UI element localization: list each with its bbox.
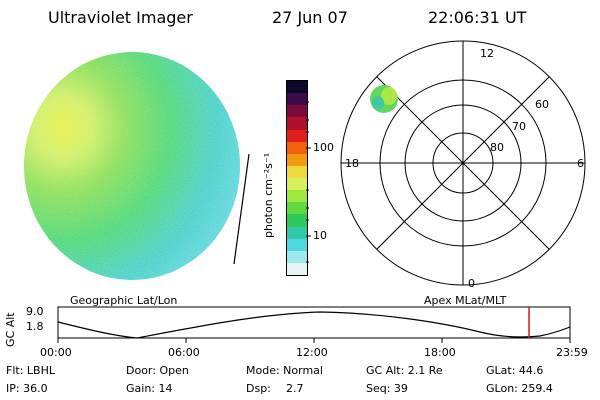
apex-coords-label: Apex MLat/MLT (424, 294, 507, 307)
glon-readout: GLon: 259.4 (486, 382, 553, 395)
orbit-xtick-2359: 23:59 (556, 346, 588, 359)
orbit-ytick-high: 9.0 (26, 305, 44, 318)
filter-readout: Flt: LBHL (6, 364, 55, 377)
gc-alt-readout: GC Alt: 2.1 Re (366, 364, 443, 377)
colorbar-segment (287, 93, 307, 106)
colorbar-segment (287, 226, 307, 239)
orbit-xtick-1200: 12:00 (296, 346, 328, 359)
colorbar-segment (287, 117, 307, 130)
colorbar-segment (287, 81, 307, 94)
colorbar-segment (287, 105, 307, 118)
ip-readout: IP: 36.0 (6, 382, 48, 395)
door-readout: Door: Open (126, 364, 189, 377)
image-noise-texture (24, 52, 240, 280)
orbit-xtick-0000: 00:00 (40, 346, 72, 359)
instrument-title: Ultraviolet Imager (48, 8, 193, 27)
seq-readout: Seq: 39 (366, 382, 408, 395)
colorbar-segment (287, 141, 307, 154)
time-label: 22:06:31 UT (428, 8, 527, 27)
colorbar-tick-10: 10 (313, 229, 327, 242)
gain-readout: Gain: 14 (126, 382, 173, 395)
colorbar-segment (287, 238, 307, 251)
colorbar-segment (287, 178, 307, 191)
colorbar (286, 80, 308, 276)
geographic-coords-label: Geographic Lat/Lon (70, 294, 178, 307)
colorbar-segment (287, 165, 307, 178)
lat-label-70: 70 (512, 120, 526, 133)
mode-readout: Mode: Normal (246, 364, 323, 377)
orbit-ytick-low: 1.8 (26, 320, 44, 333)
mlt-label-6: 6 (577, 157, 584, 170)
colorbar-segment (287, 202, 307, 215)
glat-readout: GLat: 44.6 (486, 364, 544, 377)
mlt-label-0: 0 (468, 277, 475, 290)
colorbar-segment (287, 250, 307, 263)
orbit-xtick-1800: 18:00 (424, 346, 456, 359)
colorbar-segment (287, 214, 307, 227)
terminator-line (233, 153, 250, 265)
orbit-xtick-0600: 06:00 (168, 346, 200, 359)
orbit-altitude-curve (57, 311, 571, 339)
polar-diagonal-2 (376, 76, 550, 250)
mlt-label-18: 18 (345, 157, 359, 170)
lat-label-60: 60 (535, 98, 549, 111)
colorbar-segment (287, 190, 307, 203)
colorbar-segment (287, 153, 307, 166)
colorbar-segment (287, 262, 307, 275)
lat-label-80: 80 (490, 141, 504, 154)
dsp-value: 2.7 (286, 382, 304, 395)
dsp-label: Dsp: (246, 382, 271, 395)
colorbar-tick-100: 100 (313, 141, 334, 154)
mlt-label-12: 12 (480, 47, 494, 60)
colorbar-segment (287, 129, 307, 142)
date-label: 27 Jun 07 (272, 8, 348, 27)
auroral-blob (370, 85, 398, 113)
